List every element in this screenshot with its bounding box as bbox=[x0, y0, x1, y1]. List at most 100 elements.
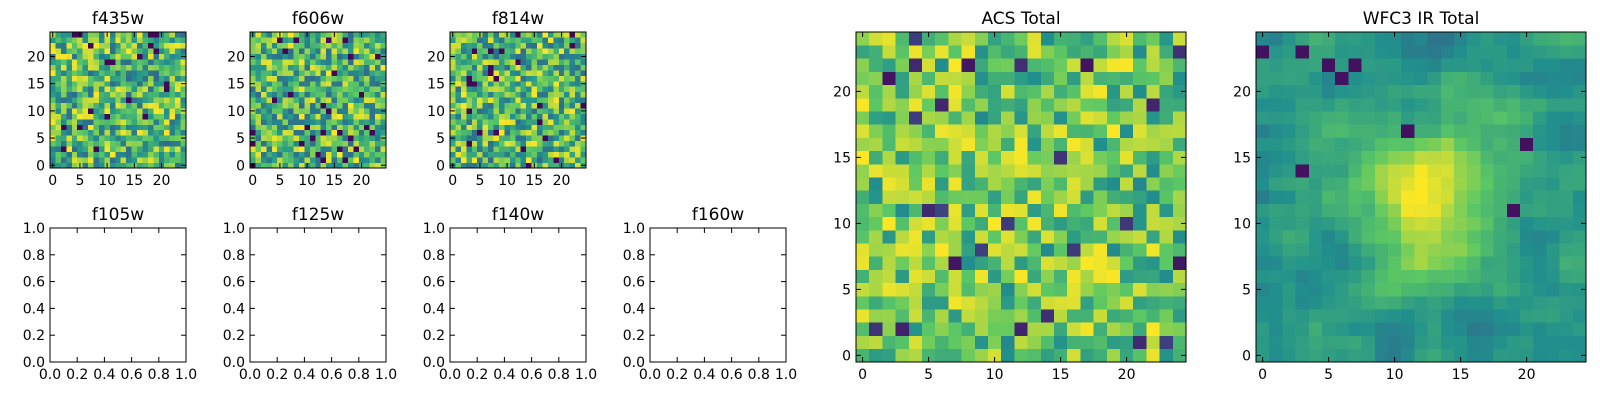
heatmap-cell bbox=[1054, 190, 1068, 204]
heatmap-cell bbox=[1467, 269, 1481, 284]
heatmap-cell bbox=[309, 70, 316, 76]
heatmap-cell bbox=[569, 97, 576, 104]
heatmap-cell bbox=[77, 151, 83, 158]
heatmap-cell bbox=[1256, 58, 1270, 72]
heatmap-cell bbox=[66, 86, 73, 93]
heatmap-cell bbox=[1133, 230, 1147, 244]
heatmap-cell bbox=[1348, 296, 1362, 310]
heatmap-cell bbox=[250, 151, 256, 158]
heatmap-cell bbox=[1322, 137, 1336, 152]
heatmap-cell bbox=[1493, 98, 1508, 112]
heatmap-cell bbox=[1388, 177, 1402, 191]
heatmap-cell bbox=[137, 86, 143, 93]
heatmap-cell bbox=[109, 124, 116, 131]
heatmap-cell bbox=[922, 203, 936, 218]
heatmap-cell bbox=[309, 37, 316, 44]
heatmap-cell bbox=[542, 119, 549, 125]
heatmap-cells bbox=[450, 32, 587, 169]
heatmap-cell bbox=[1120, 190, 1134, 204]
heatmap-cell bbox=[460, 162, 467, 169]
heatmap-cell bbox=[271, 70, 278, 76]
heatmap-cell bbox=[142, 86, 149, 93]
heatmap-cell bbox=[547, 113, 554, 120]
heatmap-cell bbox=[553, 162, 560, 169]
heatmap-cell bbox=[1308, 269, 1323, 284]
heatmap-cell bbox=[1295, 45, 1310, 59]
heatmap-cell bbox=[1308, 111, 1323, 125]
heatmap-cell bbox=[1322, 322, 1336, 336]
heatmap-cell bbox=[504, 146, 511, 152]
heatmap-cell bbox=[180, 70, 187, 76]
heatmap-cell bbox=[1282, 58, 1296, 72]
heatmap-cell bbox=[109, 37, 116, 44]
heatmap-cell bbox=[1480, 322, 1494, 336]
heatmap-cell bbox=[331, 48, 338, 55]
heatmap-cell bbox=[869, 124, 883, 138]
heatmap-cell bbox=[948, 296, 962, 310]
heatmap-cell bbox=[580, 97, 587, 104]
heatmap-cell bbox=[153, 157, 160, 163]
heatmap-cell bbox=[948, 98, 962, 112]
heatmap-cell bbox=[375, 162, 381, 169]
heatmap-cell bbox=[1506, 137, 1521, 152]
heatmap-cell bbox=[1308, 348, 1323, 363]
panel-title: ACS Total bbox=[981, 9, 1060, 29]
heatmap-cell bbox=[115, 86, 122, 93]
heatmap-cell bbox=[126, 86, 132, 93]
heatmap-cell bbox=[948, 45, 962, 59]
heatmap-cell bbox=[553, 53, 560, 60]
heatmap-cell bbox=[1040, 124, 1055, 138]
x-tick-label: 0 bbox=[248, 173, 257, 189]
heatmap-cell bbox=[50, 59, 56, 65]
heatmap-cell bbox=[1401, 32, 1415, 46]
heatmap-cell bbox=[115, 124, 122, 131]
heatmap-cell bbox=[115, 59, 122, 65]
heatmap-cell bbox=[520, 37, 527, 44]
heatmap-cell bbox=[922, 269, 936, 284]
heatmap-cell bbox=[375, 108, 381, 114]
heatmap-cell bbox=[115, 151, 122, 158]
heatmap-cell bbox=[142, 37, 149, 44]
heatmap-cell bbox=[126, 91, 132, 98]
heatmap-cell bbox=[961, 322, 976, 336]
heatmap-cell bbox=[1335, 84, 1349, 99]
heatmap-cell bbox=[1374, 32, 1389, 46]
heatmap-cell bbox=[1080, 137, 1094, 152]
axes-frame bbox=[449, 31, 587, 169]
heatmap-cell bbox=[380, 113, 387, 120]
heatmap-cell bbox=[1361, 256, 1376, 270]
heatmap-cell bbox=[304, 157, 311, 163]
heatmap-cell bbox=[1480, 124, 1494, 138]
heatmap-cell bbox=[1348, 45, 1362, 59]
heatmap-cell bbox=[493, 48, 500, 55]
heatmap-cell bbox=[1106, 150, 1121, 165]
heatmap-cell bbox=[455, 129, 462, 136]
heatmap-cell bbox=[1546, 269, 1560, 284]
heatmap-cell bbox=[309, 91, 316, 98]
heatmap-cell bbox=[961, 98, 976, 112]
heatmap-cell bbox=[320, 75, 327, 82]
x-tick-label: 0.2 bbox=[466, 367, 488, 383]
heatmap-cell bbox=[488, 157, 494, 163]
heatmap-cell bbox=[1269, 190, 1283, 204]
heatmap-cell bbox=[164, 140, 170, 147]
heatmap-cell bbox=[1467, 137, 1481, 152]
heatmap-cell bbox=[1256, 322, 1270, 336]
heatmap-cell bbox=[537, 48, 543, 55]
heatmap-cell bbox=[498, 86, 505, 93]
heatmap-cell bbox=[515, 59, 522, 65]
heatmap-cell bbox=[288, 70, 294, 76]
heatmap-cell bbox=[542, 64, 549, 71]
heatmap-cell bbox=[1054, 322, 1068, 336]
heatmap-cell bbox=[88, 119, 94, 125]
heatmap-cell bbox=[520, 59, 527, 65]
heatmap-cell bbox=[315, 64, 322, 71]
heatmap-cell bbox=[460, 146, 467, 152]
heatmap-cell bbox=[347, 113, 354, 120]
heatmap-cell bbox=[1335, 296, 1349, 310]
heatmap-cell bbox=[1388, 348, 1402, 363]
heatmap-cell bbox=[1027, 58, 1042, 72]
heatmap-cell bbox=[304, 108, 311, 114]
heatmap-cell bbox=[1454, 269, 1468, 284]
heatmap-cell bbox=[1295, 296, 1310, 310]
